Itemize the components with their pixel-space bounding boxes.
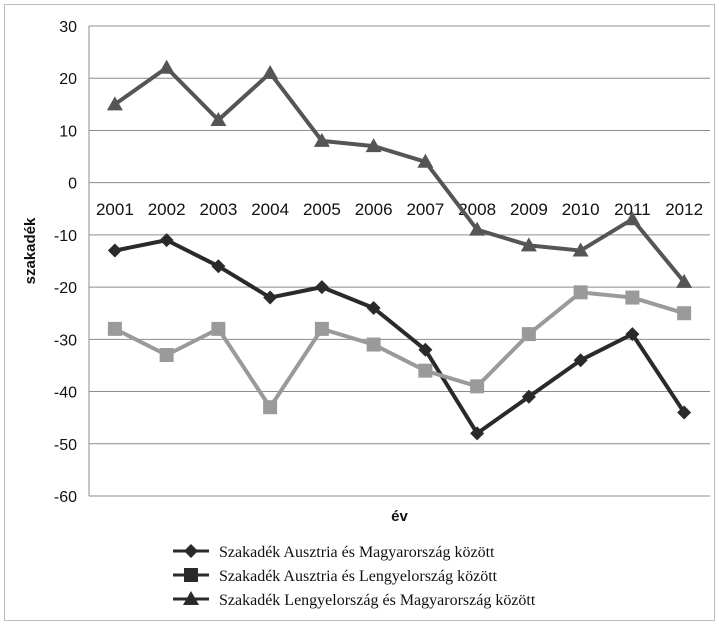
legend-marker-triangle (183, 591, 199, 605)
category-label-2009: 2009 (510, 200, 548, 219)
category-label-2012: 2012 (665, 200, 703, 219)
category-label-2001: 2001 (96, 200, 134, 219)
series-line-3 (113, 65, 686, 284)
y-tick-label: -60 (54, 489, 77, 506)
series-2-point-2001 (107, 321, 122, 336)
series-2-point-2012 (677, 306, 692, 321)
series-1-point-2007 (418, 342, 433, 357)
series-1-point-2012 (677, 405, 692, 420)
y-tick-label: 20 (59, 71, 77, 88)
series-1-point-2002 (159, 233, 174, 248)
legend-item-1: Szakadék Ausztria és Magyarország között (173, 544, 495, 561)
y-axis-label: szakadék (22, 217, 39, 284)
y-tick-label: -10 (54, 228, 77, 245)
series-1-point-2011 (625, 327, 640, 342)
series-2-point-2005 (314, 321, 329, 336)
series-3-point-2012 (676, 273, 693, 288)
series-1-point-2009 (521, 389, 536, 404)
series-2-point-2004 (263, 400, 278, 415)
series-3-point-2006 (365, 138, 382, 153)
category-label-2010: 2010 (562, 200, 600, 219)
y-tick-label: -40 (54, 385, 77, 402)
series-3-point-2002 (158, 59, 175, 74)
series-3-point-2005 (313, 132, 330, 147)
y-tick-labels: 30 20 10 0 -10 -20 -30 -40 -50 -60 (54, 19, 77, 506)
category-labels: 2001 2002 2003 2004 2005 2006 2007 2008 2009 2010… (96, 200, 703, 219)
series-2-point-2009 (521, 327, 536, 342)
y-tick-label: -50 (54, 437, 77, 454)
legend-label: Szakadék Ausztria és Magyarország között (219, 544, 495, 561)
category-label-2005: 2005 (303, 200, 341, 219)
series-2-point-2011 (625, 290, 640, 305)
series-line-1 (114, 238, 686, 436)
series-3-point-2004 (262, 65, 279, 79)
series-1-point-2005 (314, 280, 329, 295)
series-line-2 (113, 290, 685, 410)
legend-item-2: Szakadék Ausztria és Lengyelország közöt… (173, 568, 498, 585)
series-1-point-2001 (107, 243, 122, 258)
series-2-point-2002 (159, 348, 174, 362)
y-tick-label: 10 (59, 123, 77, 140)
series-1-point-2004 (263, 290, 278, 305)
category-label-2011: 2011 (614, 200, 651, 219)
legend-label: Szakadék Lengyelország és Magyarország k… (219, 592, 536, 609)
series-markers (106, 59, 693, 441)
series-2-point-2010 (573, 285, 588, 300)
y-tick-label: 30 (59, 19, 77, 36)
series-3-point-2007 (417, 153, 434, 168)
series-3-point-2010 (572, 242, 589, 257)
category-label-2006: 2006 (355, 200, 393, 219)
chart-frame: 30 20 10 0 -10 -20 -30 -40 -50 -60 szakadék 2001 2… (4, 4, 715, 621)
category-label-2002: 2002 (148, 200, 186, 219)
x-axis-label: év (391, 508, 408, 525)
series-3-point-2009 (520, 237, 537, 252)
series-1-point-2003 (211, 259, 226, 274)
category-label-2004: 2004 (251, 200, 289, 219)
series-2-point-2003 (211, 321, 226, 336)
legend-marker-diamond (184, 544, 198, 558)
series-3-point-2003 (210, 112, 227, 126)
grid-lines (88, 25, 710, 497)
series-2-point-2007 (418, 363, 433, 378)
series-1-point-2010 (573, 353, 588, 368)
legend-item-3: Szakadék Lengyelország és Magyarország k… (173, 591, 536, 609)
legend: Szakadék Ausztria és Magyarország között… (173, 544, 536, 609)
legend-marker-square (184, 568, 198, 582)
series-2-point-2008 (470, 379, 485, 394)
category-label-2007: 2007 (406, 200, 444, 219)
series-2-point-2006 (366, 337, 381, 352)
y-tick-label: -30 (54, 332, 77, 349)
category-label-2003: 2003 (199, 200, 237, 219)
legend-label: Szakadék Ausztria és Lengyelország közöt… (219, 568, 498, 585)
series-lines (113, 65, 686, 436)
y-tick-label: 0 (68, 176, 77, 193)
series-1-point-2006 (366, 301, 381, 315)
series-3-point-2001 (106, 96, 123, 111)
series-3-point-2008 (469, 221, 486, 236)
series-1-point-2008 (470, 426, 485, 441)
series-3-point-2011 (624, 211, 641, 226)
y-tick-label: -20 (54, 280, 77, 297)
